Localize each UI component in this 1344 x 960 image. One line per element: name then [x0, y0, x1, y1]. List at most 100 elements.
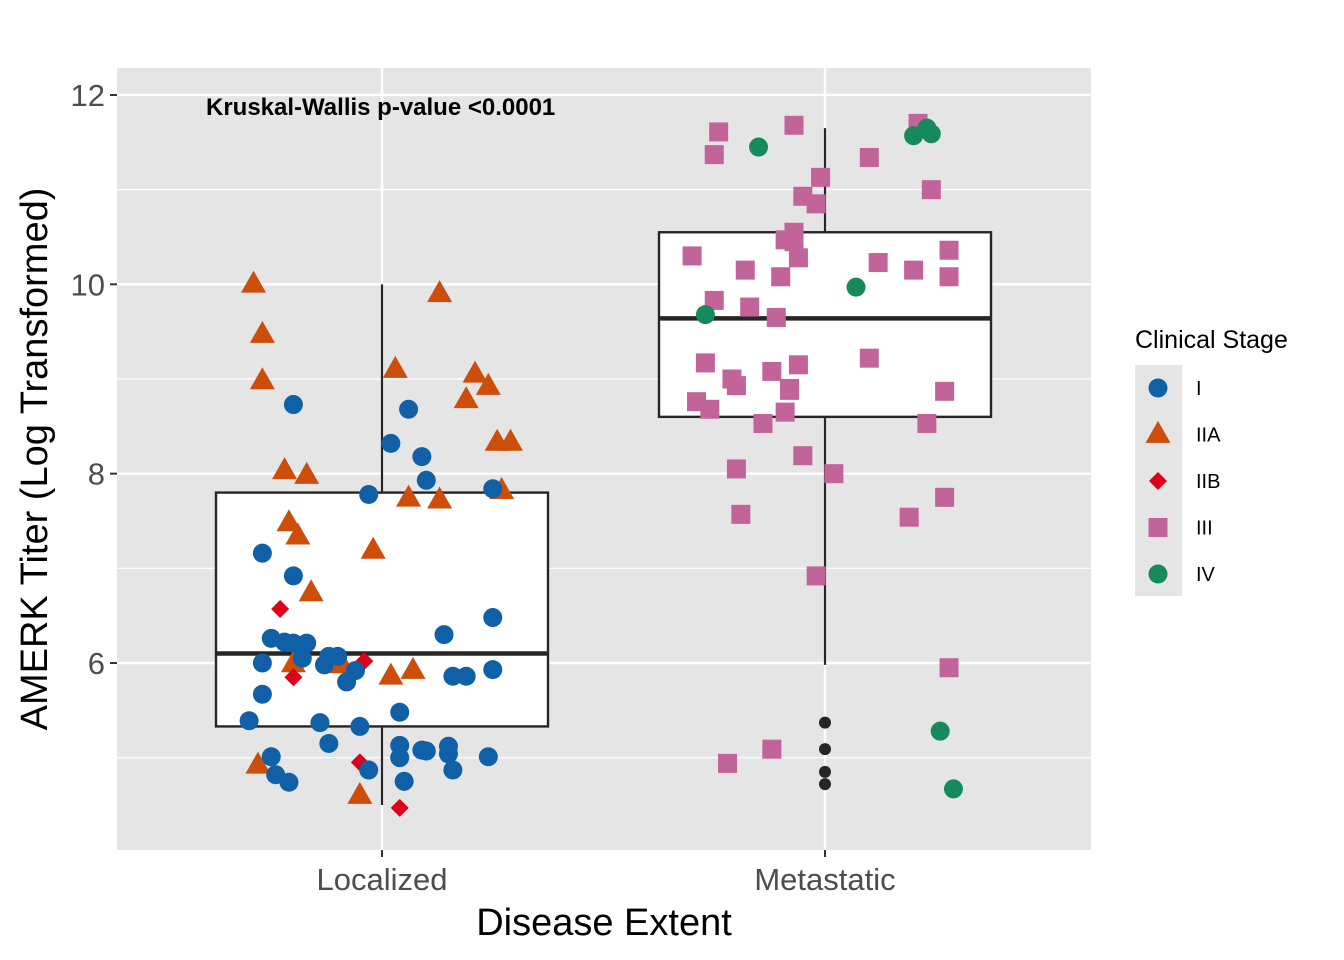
legend-item-iv: IV	[1148, 564, 1216, 586]
data-point-stage-i	[381, 433, 401, 453]
data-point-stage-iia	[249, 320, 275, 343]
data-point-stage-iii	[921, 180, 941, 200]
data-point-stage-i	[438, 744, 458, 764]
data-point-stage-iii	[695, 353, 715, 373]
data-point-stage-iv	[749, 137, 769, 157]
data-point-stage-iia	[378, 662, 404, 685]
data-point-stage-iii	[793, 446, 813, 466]
y-axis-title: AMERK Titer (Log Transformed)	[14, 188, 56, 731]
x-axis: Localized Metastatic	[317, 850, 896, 897]
data-point-stage-iia	[298, 579, 324, 602]
data-point-stage-i	[337, 672, 357, 692]
data-point-stage-iii	[824, 464, 844, 484]
data-point-stage-i	[456, 666, 476, 686]
data-point-stage-iii	[780, 378, 800, 398]
data-point-stage-iia	[427, 280, 453, 303]
data-point-stage-iia	[396, 484, 422, 507]
data-point-stage-i	[443, 760, 463, 780]
data-point-stage-iia	[249, 367, 275, 390]
x-tick-label: Metastatic	[754, 862, 895, 897]
data-point-stage-iii	[859, 348, 879, 368]
data-point-stage-i	[443, 666, 463, 686]
legend-label: III	[1196, 518, 1213, 540]
data-point-stage-iii	[682, 246, 702, 266]
data-point-stage-iii	[904, 260, 924, 280]
data-point-stage-iv	[846, 277, 866, 297]
data-point-stage-iii	[731, 504, 751, 524]
y-axis: 6 8 10 12	[71, 78, 117, 681]
data-point-stage-iii	[771, 267, 791, 287]
data-point-stage-i	[412, 447, 432, 467]
legend-item-iii: III	[1148, 518, 1213, 540]
data-point-stage-i	[416, 470, 436, 490]
legend: Clinical Stage I IIA IIB III IV	[1135, 326, 1288, 596]
data-point-stage-iia	[241, 270, 267, 293]
legend-label: IIB	[1196, 471, 1220, 493]
data-point-stage-iii	[700, 399, 720, 419]
data-point-stage-i	[416, 741, 436, 761]
data-point-stage-iii	[806, 194, 826, 214]
data-point-stage-iii	[859, 147, 879, 167]
data-point-stage-iia	[475, 372, 501, 395]
legend-item-i: I	[1148, 378, 1202, 400]
data-point-stage-iii	[766, 307, 786, 327]
data-point-stage-iia	[285, 522, 311, 545]
data-point-stage-iii	[784, 232, 804, 252]
data-point-stage-i	[319, 733, 339, 753]
y-tick-label: 10	[71, 267, 105, 302]
data-point-stage-i	[359, 760, 379, 780]
data-point-stage-iii	[762, 361, 782, 381]
legend-label: I	[1196, 378, 1202, 400]
data-point-stage-iii	[704, 290, 724, 310]
data-point-stage-iv	[930, 721, 950, 741]
data-point-stage-i	[483, 660, 503, 680]
data-point-stage-i	[310, 713, 330, 733]
data-point-stage-i	[283, 566, 303, 586]
data-point-stage-iii	[784, 115, 804, 135]
data-point-stage-iii	[775, 402, 795, 422]
data-point-stage-iia	[245, 751, 271, 774]
x-axis-title: Disease Extent	[476, 902, 732, 944]
data-point-stage-iia	[347, 781, 373, 804]
data-point-stage-i	[314, 655, 334, 675]
data-point-stage-i	[261, 747, 281, 767]
legend-item-iia: IIA	[1145, 420, 1221, 447]
data-point-stage-iv	[943, 779, 963, 799]
data-point-stage-iii	[726, 459, 746, 479]
data-point-stage-iii	[788, 355, 808, 375]
data-point-stage-iia	[497, 428, 523, 451]
data-point-stage-i	[483, 479, 503, 499]
outlier-point	[819, 765, 831, 778]
data-point-stage-iii	[709, 122, 729, 142]
data-point-stage-iia	[382, 355, 408, 378]
data-point-stage-iia	[400, 656, 426, 679]
data-point-stage-iii	[726, 376, 746, 396]
data-point-stage-i	[279, 772, 299, 792]
legend-key-circle	[1148, 378, 1168, 398]
data-point-stage-iv	[921, 124, 941, 144]
data-point-stage-iii	[939, 658, 959, 678]
data-point-stage-iii	[935, 381, 955, 401]
data-point-stage-i	[394, 771, 414, 791]
data-point-stage-iia	[276, 509, 302, 532]
data-point-stage-iii	[868, 253, 888, 273]
data-point-stage-iia	[272, 457, 298, 480]
data-point-stage-iii	[762, 739, 782, 759]
data-point-stage-iii	[899, 507, 919, 527]
data-point-stage-i	[283, 633, 303, 653]
data-point-stage-iii	[740, 297, 760, 317]
data-point-stage-i	[297, 633, 317, 653]
legend-key-diamond	[1149, 472, 1167, 490]
outlier-point	[819, 716, 831, 729]
legend-item-iib: IIB	[1149, 471, 1220, 493]
data-point-stage-iib	[271, 600, 290, 619]
kruskal-wallis-annotation: Kruskal-Wallis p-value <0.0001	[206, 94, 555, 121]
data-point-stage-iii	[917, 413, 937, 433]
data-point-stage-iib	[390, 798, 409, 817]
data-point-stage-i	[283, 395, 303, 415]
points	[239, 113, 963, 817]
data-point-stage-i	[359, 484, 379, 504]
data-point-stage-iii	[788, 248, 808, 268]
data-point-stage-iii	[753, 413, 773, 433]
